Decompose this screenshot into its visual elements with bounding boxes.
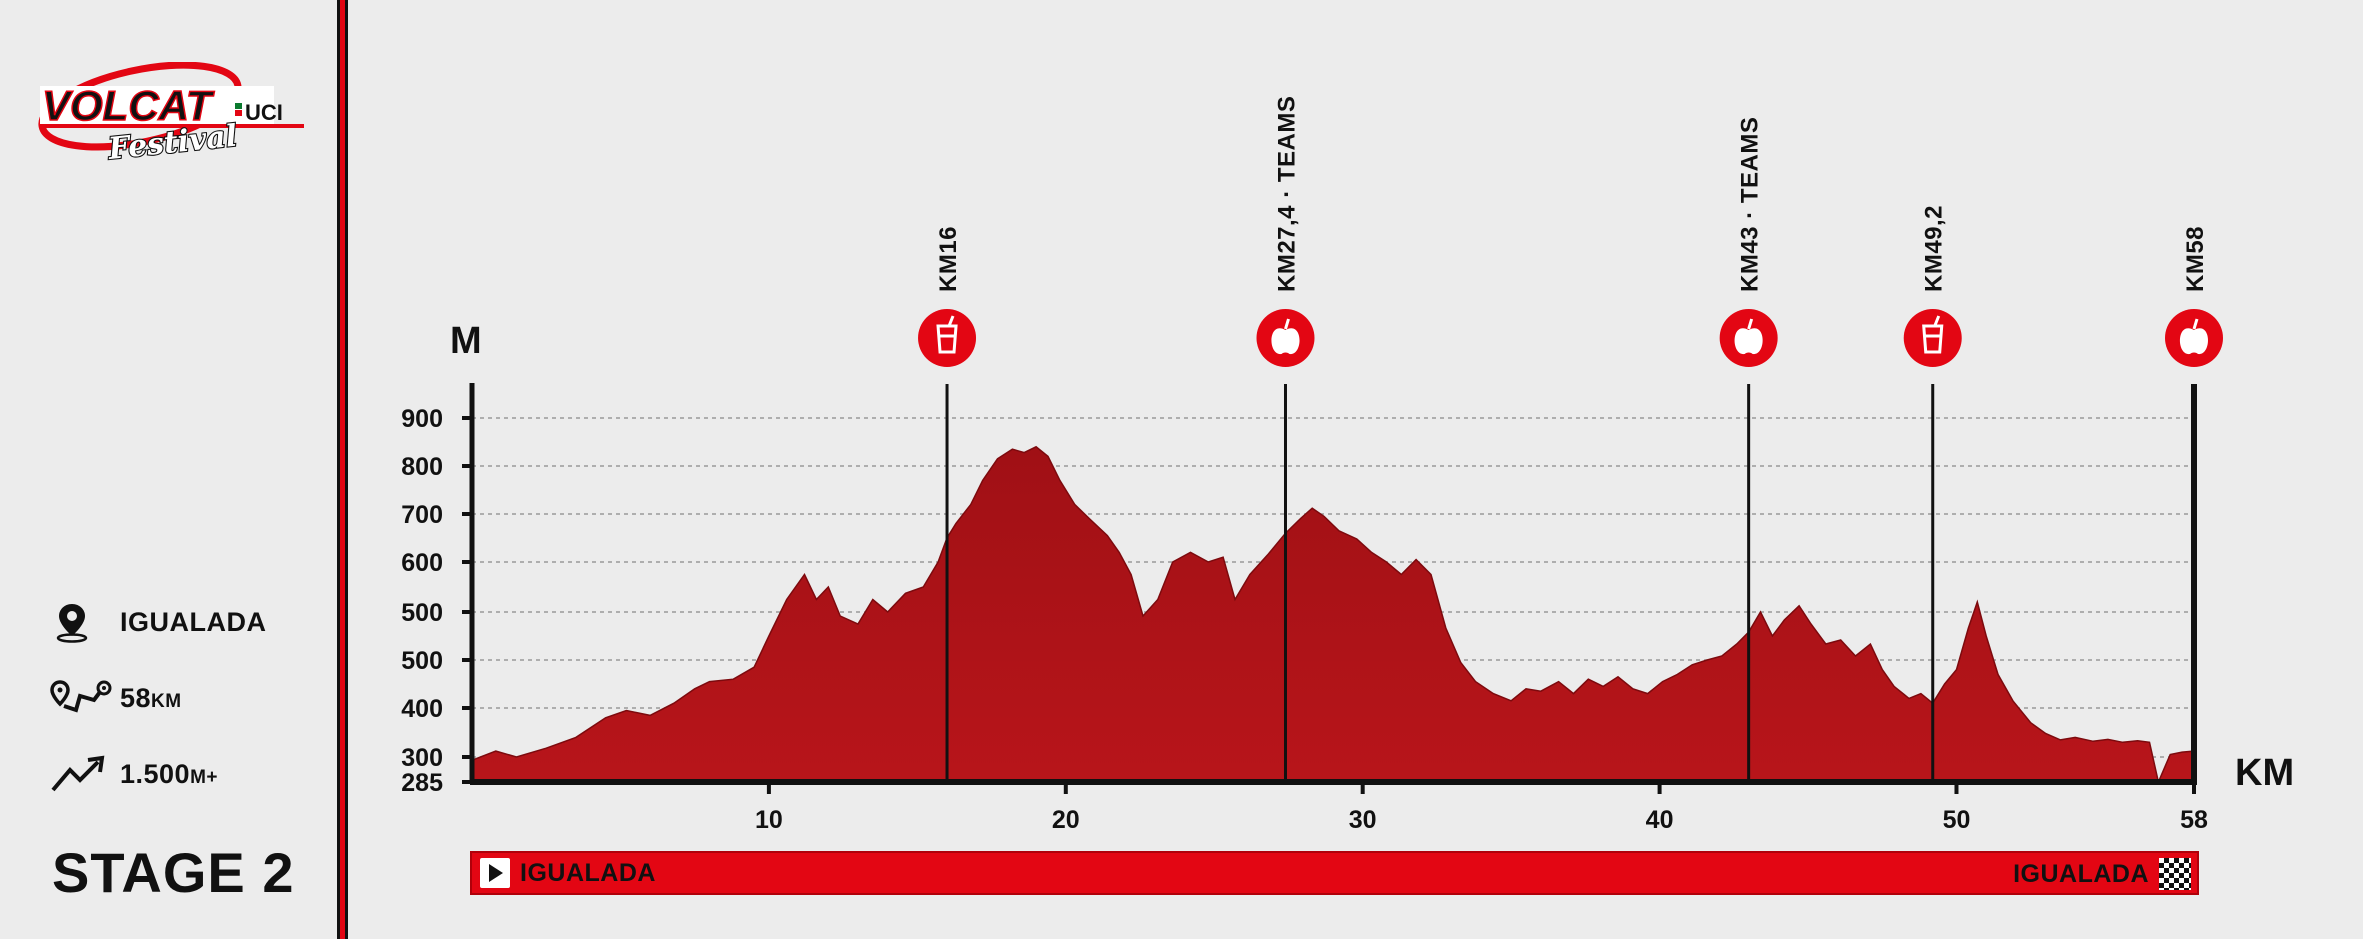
y-tick-label: 500 (401, 647, 443, 675)
map-pin-icon (50, 600, 120, 644)
apple-stem (1284, 318, 1290, 330)
route-bar: IGUALADA IGUALADA (470, 851, 2199, 895)
apple-stem (2192, 318, 2199, 330)
x-tick-label: 20 (1052, 806, 1080, 834)
y-tick-label: 600 (401, 549, 443, 577)
checkpoint-label: KM58 (2182, 226, 2209, 292)
apple-body (2179, 328, 2209, 355)
apple-body (1734, 328, 1763, 355)
y-tick-label: 300 (401, 744, 443, 772)
apple-icon (1719, 309, 1778, 367)
elevation-row: 1.500M+ (50, 752, 218, 796)
divider-line (337, 0, 340, 939)
y-tick-label: 500 (401, 599, 443, 627)
x-tick-label: 50 (1943, 806, 1971, 834)
x-tick-label: 40 (1646, 806, 1674, 834)
y-tick-label: 400 (401, 695, 443, 723)
play-icon (480, 858, 510, 888)
checkpoint-label: KM43 · TEAMS (1737, 117, 1764, 292)
x-tick-label: 58 (2180, 806, 2208, 834)
location-text: IGUALADA (120, 606, 267, 637)
logo-badge-text: UCI (245, 100, 283, 125)
distance-row: 58KM (50, 676, 182, 720)
cup-straw (947, 315, 955, 327)
sidebar: VOLCAT UCI Festival IGUALADA 58KM (0, 0, 335, 939)
cup-straw (1933, 315, 1941, 327)
checkpoint-label: KM27,4 · TEAMS (1273, 96, 1300, 292)
checkered-flag-icon (2159, 858, 2191, 890)
apple-icon (1256, 309, 1315, 367)
distance-text: 58KM (120, 682, 182, 713)
checkpoint-badge (1903, 309, 1962, 367)
elevation-unit: M+ (190, 766, 219, 788)
y-tick-label: 285 (401, 769, 443, 797)
drink-icon (1903, 309, 1962, 367)
elevation-profile-area (471, 445, 2195, 785)
checkpoint-label: KM49,2 (1921, 205, 1948, 292)
elevation-icon (50, 752, 120, 796)
divider-accent (340, 0, 345, 939)
checkpoint-badge (918, 309, 977, 367)
y-tick-label: 900 (401, 405, 443, 433)
location-row: IGUALADA (50, 600, 267, 644)
x-tick-label: 10 (755, 806, 783, 834)
x-tick-label: 30 (1349, 806, 1377, 834)
route-end: IGUALADA (2013, 858, 2191, 890)
apple-icon (2165, 309, 2223, 367)
logo-main-text: VOLCAT (42, 82, 215, 129)
apple-stem (1747, 318, 1754, 330)
x-axis-label: KM (2235, 752, 2294, 794)
route-start: IGUALADA (480, 858, 656, 888)
route-icon (50, 676, 120, 720)
divider-line (345, 0, 348, 939)
drink-icon (918, 309, 977, 367)
route-end-label: IGUALADA (2013, 859, 2149, 888)
checkpoint-label: KM16 (935, 226, 962, 292)
y-axis-label: M (450, 320, 482, 362)
y-tick-label: 800 (401, 453, 443, 481)
apple-body (1271, 328, 1300, 355)
volcat-logo: VOLCAT UCI Festival (38, 62, 304, 162)
stage-title: STAGE 2 (52, 841, 295, 904)
route-start-label: IGUALADA (520, 858, 656, 887)
y-tick-label: 700 (401, 501, 443, 529)
distance-unit: KM (151, 690, 182, 712)
elevation-text: 1.500M+ (120, 758, 219, 789)
